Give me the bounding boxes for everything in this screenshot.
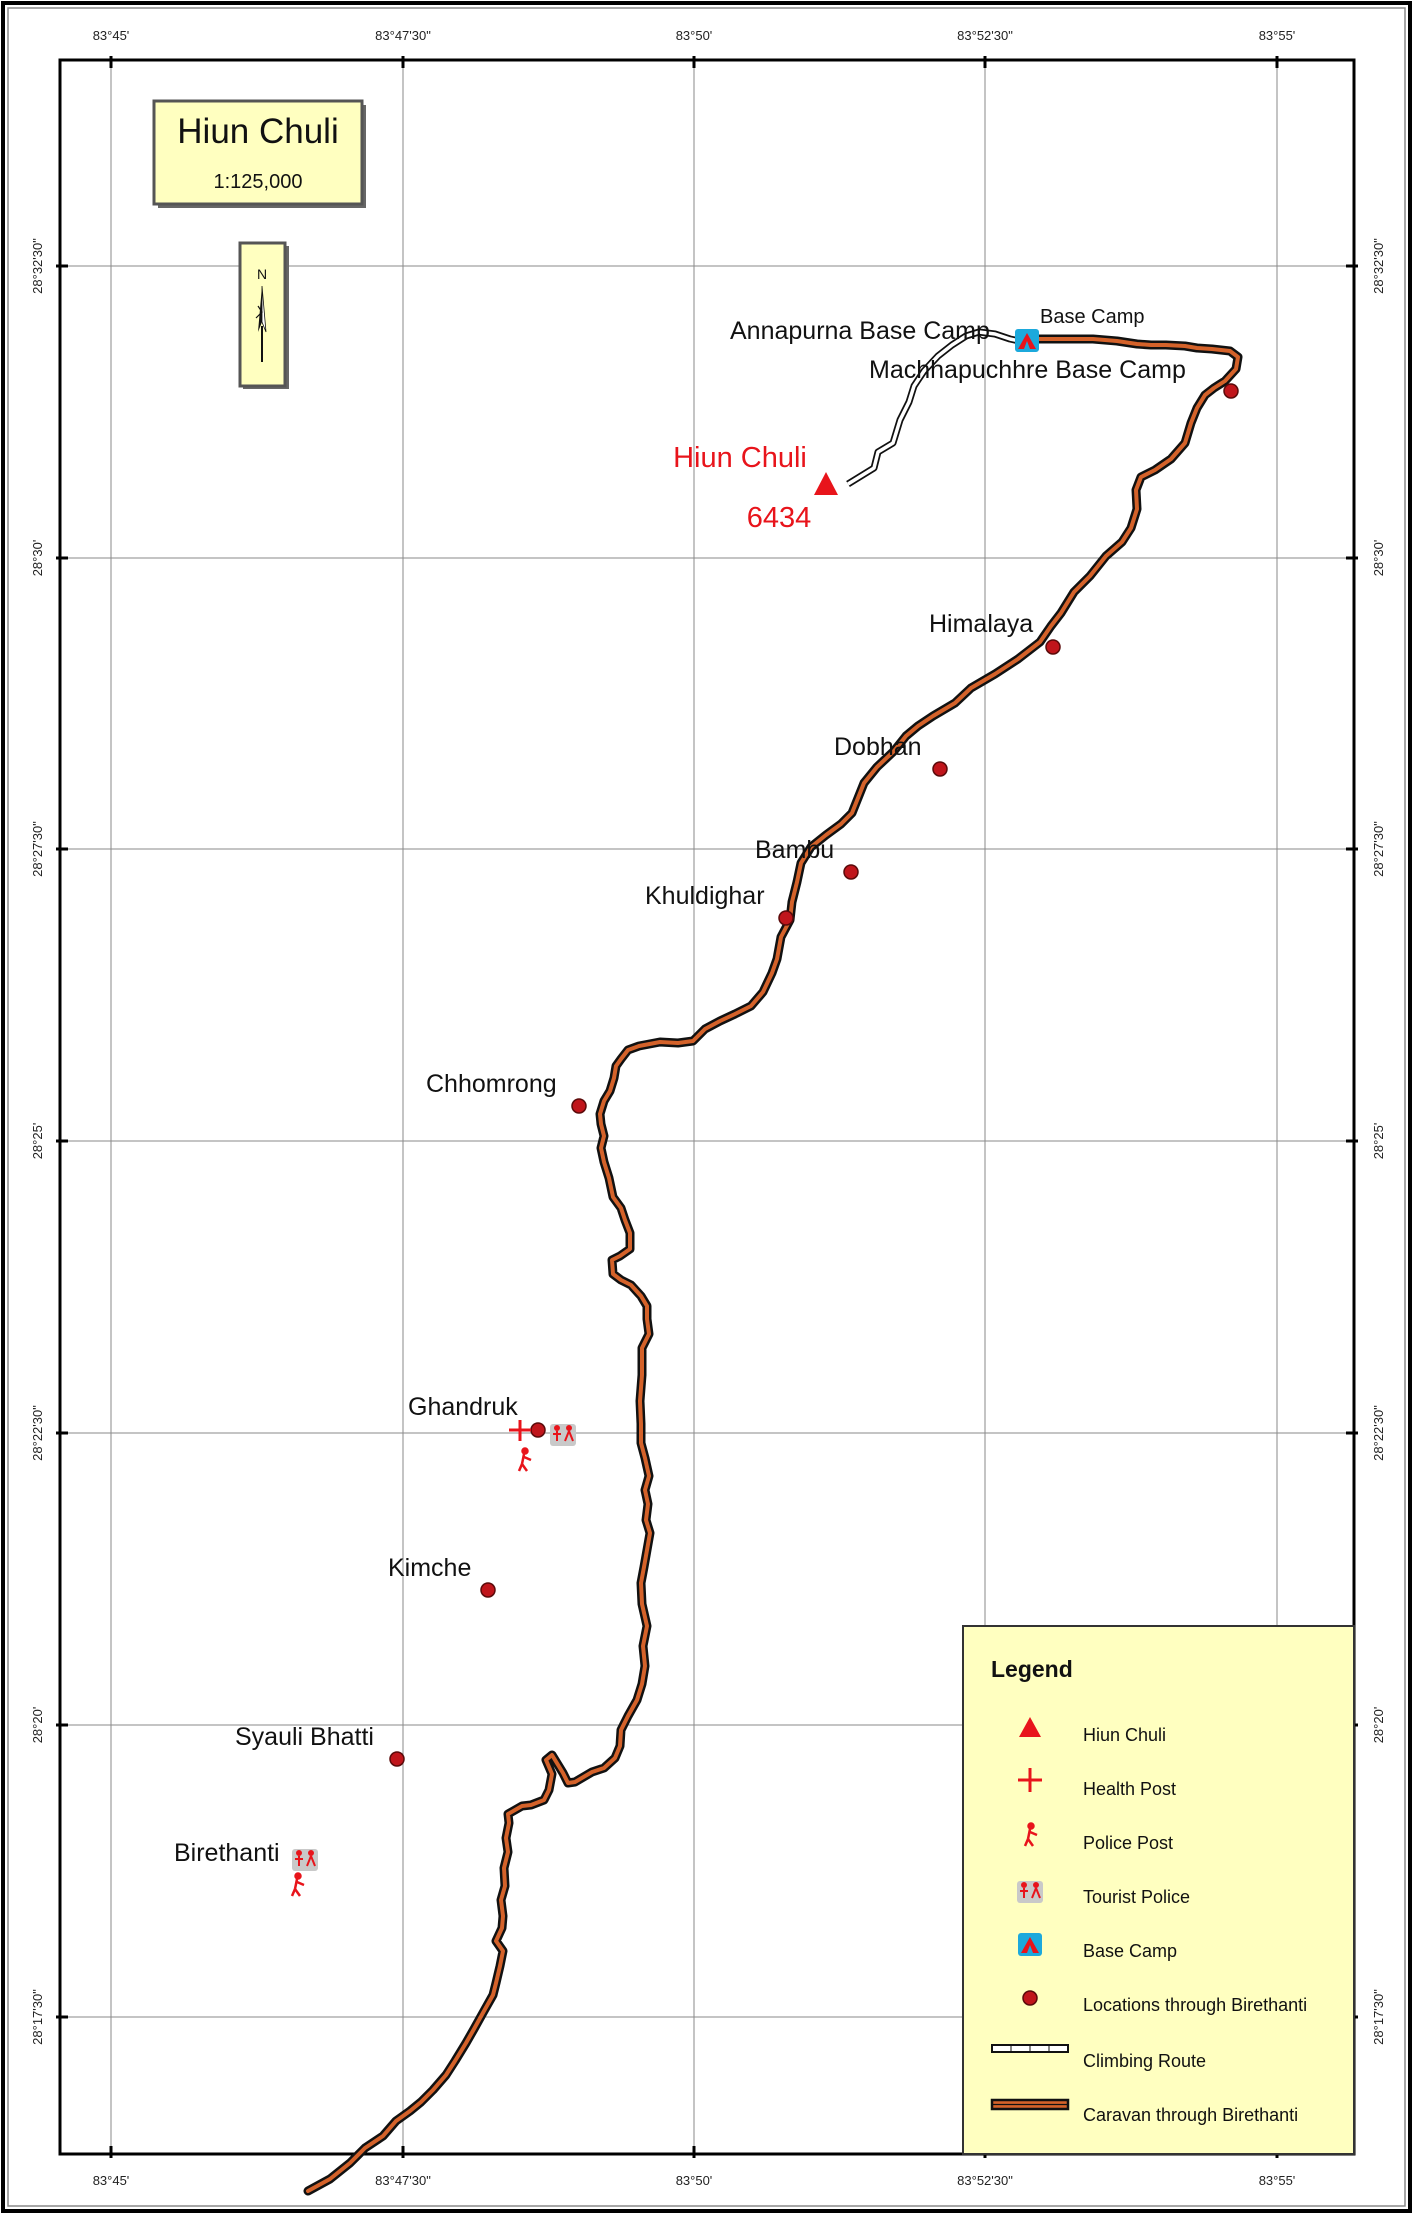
lon-label-top-4: 83°55' bbox=[1259, 28, 1296, 43]
summit-elevation: 6434 bbox=[747, 502, 812, 534]
north-arrow-icon bbox=[255, 285, 267, 362]
legend-label-police-post: Police Post bbox=[1083, 1833, 1173, 1853]
lat-label-right-5: 28°20' bbox=[1371, 1707, 1386, 1744]
base-camp-marker bbox=[1015, 329, 1039, 352]
lon-label-bottom-4: 83°55' bbox=[1259, 2173, 1296, 2188]
place-label-annapurna-base-camp: Annapurna Base Camp bbox=[730, 317, 990, 345]
place-label-dobhan: Dobhan bbox=[834, 733, 922, 761]
lat-label-right-0: 28°32'30" bbox=[1371, 238, 1386, 294]
place-label-chhomrong: Chhomrong bbox=[426, 1070, 557, 1098]
lat-label-left-4: 28°22'30" bbox=[30, 1405, 45, 1461]
inner-frame-shadow bbox=[7, 7, 1406, 2207]
legend-caravan-route-icon bbox=[990, 2098, 1070, 2111]
location-dot-ghandruk bbox=[530, 1422, 546, 1438]
title-panel: Hiun Chuli 1:125,000 bbox=[152, 99, 366, 208]
place-label-bambu: Bambu bbox=[755, 836, 834, 864]
place-label-birethanti: Birethanti bbox=[174, 1839, 280, 1867]
lat-label-right-4: 28°22'30" bbox=[1371, 1405, 1386, 1461]
lat-label-right-1: 28°30' bbox=[1371, 540, 1386, 577]
place-label-machhapuchhre-base-camp: Machhapuchhre Base Camp bbox=[869, 356, 1186, 384]
lat-label-left-1: 28°30' bbox=[30, 540, 45, 577]
lon-label-top-0: 83°45' bbox=[93, 28, 130, 43]
legend-title: Legend bbox=[991, 1656, 1073, 1682]
location-dot-machhapuchhre bbox=[1223, 383, 1239, 399]
map-title: Hiun Chuli bbox=[177, 112, 338, 151]
place-label-khuldighar: Khuldighar bbox=[645, 882, 765, 910]
map-scale: 1:125,000 bbox=[214, 171, 303, 193]
legend-tourist-police-icon bbox=[1017, 1881, 1043, 1903]
place-label-himalaya: Himalaya bbox=[929, 610, 1033, 638]
lat-label-left-3: 28°25' bbox=[30, 1123, 45, 1160]
lon-labels-bottom: 83°45' 83°47'30" 83°50' 83°52'30" 83°55' bbox=[93, 2173, 1296, 2188]
summit: Hiun Chuli 6434 bbox=[673, 442, 838, 534]
legend-label-climbing-route: Climbing Route bbox=[1083, 2051, 1206, 2071]
lat-label-left-5: 28°20' bbox=[30, 1707, 45, 1744]
lon-labels-top: 83°45' 83°47'30" 83°50' 83°52'30" 83°55' bbox=[93, 28, 1296, 43]
location-dot-dobhan bbox=[932, 761, 948, 777]
lon-label-bottom-0: 83°45' bbox=[93, 2173, 130, 2188]
location-dot-himalaya bbox=[1045, 639, 1061, 655]
legend-panel: Legend Hiun Chuli Health Post Police Pos… bbox=[962, 1625, 1355, 2155]
legend-peak-triangle-icon bbox=[1019, 1717, 1041, 1737]
legend-label-locations: Locations through Birethanti bbox=[1083, 1995, 1307, 2015]
health-cross-icon bbox=[509, 1420, 531, 1441]
legend-police-figure-icon bbox=[1023, 1822, 1038, 1847]
location-dot-bambu bbox=[843, 864, 859, 880]
location-dot-kimche bbox=[480, 1582, 496, 1598]
place-labels: Annapurna Base Camp Base Camp Machhapuch… bbox=[174, 306, 1186, 1867]
place-label-base-camp: Base Camp bbox=[1040, 306, 1145, 328]
location-dot-chhomrong bbox=[571, 1098, 587, 1114]
legend-label-base-camp: Base Camp bbox=[1083, 1941, 1177, 1961]
legend-label-caravan-route: Caravan through Birethanti bbox=[1083, 2105, 1298, 2125]
lat-label-left-6: 28°17'30" bbox=[30, 1989, 45, 2045]
lat-label-right-3: 28°25' bbox=[1371, 1123, 1386, 1160]
north-label: N bbox=[257, 266, 267, 282]
tourist-police-icon bbox=[550, 1424, 576, 1446]
lon-label-bottom-1: 83°47'30" bbox=[375, 2173, 431, 2188]
legend-label-tourist-police: Tourist Police bbox=[1083, 1887, 1190, 1907]
lon-label-top-1: 83°47'30" bbox=[375, 28, 431, 43]
legend-label-health-post: Health Post bbox=[1083, 1779, 1176, 1799]
police-figure-icon-birethanti bbox=[290, 1872, 305, 1897]
lat-labels-left: 28°32'30" 28°30' 28°27'30" 28°25' 28°22'… bbox=[30, 238, 45, 2045]
place-label-ghandruk: Ghandruk bbox=[408, 1393, 518, 1421]
lon-label-top-3: 83°52'30" bbox=[957, 28, 1013, 43]
ghandruk-facilities bbox=[509, 1420, 576, 1472]
climbing-route bbox=[846, 328, 1032, 487]
summit-name: Hiun Chuli bbox=[673, 442, 807, 474]
lat-label-right-2: 28°27'30" bbox=[1371, 821, 1386, 877]
legend-tent-icon bbox=[1018, 1933, 1042, 1956]
legend-health-cross-icon bbox=[1018, 1768, 1042, 1792]
lon-label-bottom-2: 83°50' bbox=[676, 2173, 713, 2188]
lon-label-top-2: 83°50' bbox=[676, 28, 713, 43]
tourist-police-icon-birethanti bbox=[292, 1849, 318, 1871]
lat-labels-right: 28°32'30" 28°30' 28°27'30" 28°25' 28°22'… bbox=[1371, 238, 1386, 2045]
place-label-kimche: Kimche bbox=[388, 1554, 471, 1582]
birethanti-facilities bbox=[290, 1849, 318, 1897]
lat-label-left-2: 28°27'30" bbox=[30, 821, 45, 877]
lat-label-left-0: 28°32'30" bbox=[30, 238, 45, 294]
location-dot-khuldighar bbox=[778, 910, 794, 926]
police-figure-icon bbox=[517, 1447, 532, 1472]
location-dot-syauli-bhatti bbox=[389, 1751, 405, 1767]
legend-climbing-route-icon bbox=[991, 2044, 1069, 2053]
lat-label-right-6: 28°17'30" bbox=[1371, 1989, 1386, 2045]
lon-label-bottom-3: 83°52'30" bbox=[957, 2173, 1013, 2188]
place-label-syauli-bhatti: Syauli Bhatti bbox=[235, 1723, 374, 1751]
caravan-route bbox=[303, 334, 1243, 2196]
location-dots bbox=[389, 383, 1239, 1767]
legend-label-hiun-chuli: Hiun Chuli bbox=[1083, 1725, 1166, 1745]
peak-triangle-icon bbox=[814, 472, 838, 495]
legend-location-dot-icon bbox=[1022, 1990, 1038, 2006]
north-arrow-panel: N bbox=[238, 241, 289, 389]
